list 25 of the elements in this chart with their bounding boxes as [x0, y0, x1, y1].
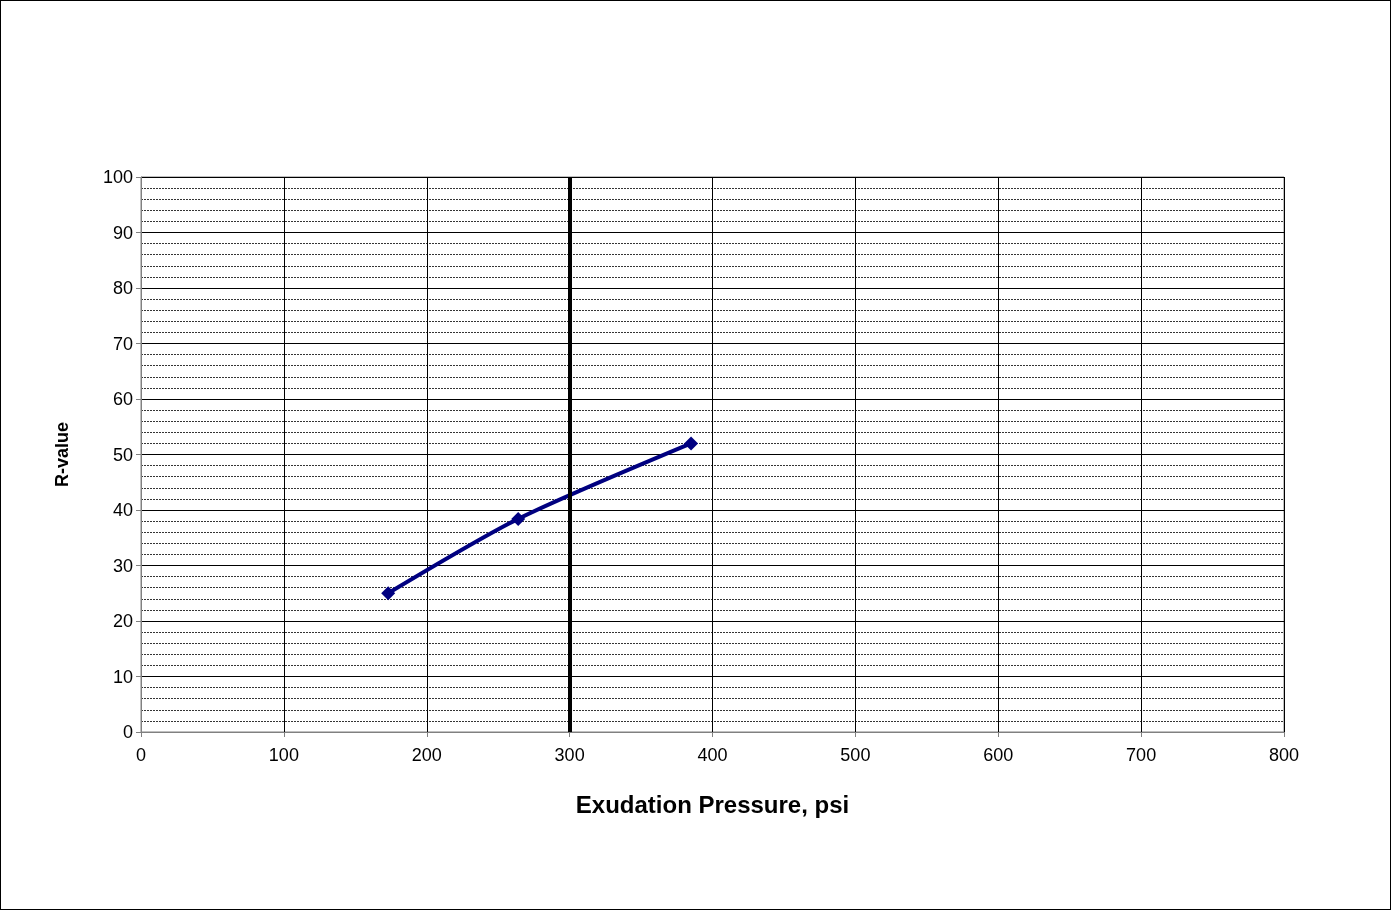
point [684, 436, 699, 451]
x-tick-label: 500 [840, 745, 871, 765]
y-tick-label: 0 [122, 722, 133, 742]
x-axis-title: Exudation Pressure, psi [575, 790, 850, 818]
y-tick-label: 60 [112, 389, 133, 409]
y-tick-label: 80 [112, 278, 133, 298]
y-tick-label: 50 [112, 444, 133, 465]
x-tick-label: 800 [1268, 745, 1300, 765]
y-tick-label: 10 [112, 666, 133, 687]
y-tick-label: 40 [112, 500, 133, 520]
y-tick-label: 70 [112, 333, 133, 354]
y-tick-label: 30 [112, 555, 133, 576]
y-tick-label: 20 [112, 611, 133, 631]
x-tick-label: 700 [1126, 745, 1157, 765]
x-tick-label: 400 [697, 745, 728, 765]
x-tick-label: 200 [411, 745, 442, 765]
y-tick-label: 100 [102, 167, 133, 187]
y-tick-label: 90 [112, 222, 133, 243]
x-tick-label: 300 [554, 745, 585, 765]
point [511, 511, 526, 526]
x-tick-label: 0 [135, 745, 147, 765]
x-tick-label: 100 [268, 745, 299, 765]
point [381, 586, 396, 601]
x-tick-label: 600 [983, 745, 1014, 765]
y-axis-title: R-value [52, 421, 72, 488]
